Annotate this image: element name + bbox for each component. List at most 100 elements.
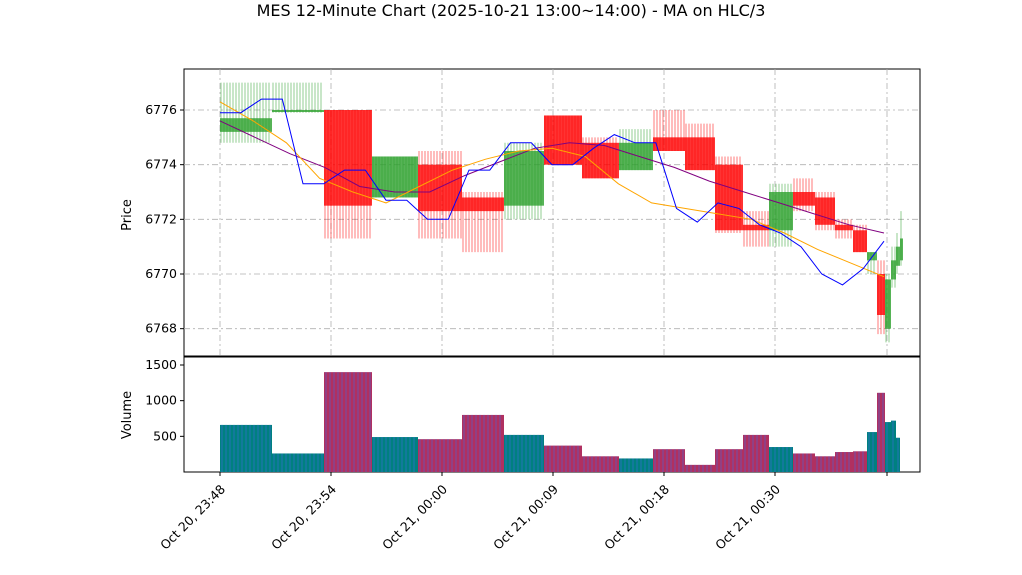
price-y-tick-label: 6772 [145, 211, 177, 226]
volume-bars [220, 372, 900, 472]
candle-body [582, 142, 619, 179]
candle [877, 260, 885, 335]
volume-bar [815, 456, 835, 472]
volume-bar-body [582, 456, 619, 472]
volume-bar [653, 449, 685, 472]
volume-bar [544, 445, 582, 472]
price-y-tick-label: 6774 [145, 157, 177, 172]
volume-bar [272, 453, 324, 472]
candle-body [619, 142, 653, 171]
volume-bar-body [462, 414, 504, 472]
volume-y-axis: 500 1000 1500 [145, 357, 184, 443]
candle [900, 211, 903, 266]
volume-y-tick-label: 1000 [145, 393, 177, 408]
candle-body [769, 192, 793, 231]
volume-bar [885, 422, 891, 472]
candle [504, 142, 544, 220]
volume-bar-body [685, 464, 715, 472]
price-y-tick-label: 6776 [145, 102, 177, 117]
candle-body [272, 110, 324, 112]
candle [462, 192, 504, 253]
price-y-tick-label: 6770 [145, 266, 177, 281]
volume-y-axis-label: Volume [120, 391, 135, 439]
volume-bar [324, 372, 372, 472]
x-tick-label: Oct 20, 23:48 [157, 481, 228, 552]
candle-body [891, 260, 896, 280]
candle-body [853, 230, 867, 253]
candle-body [372, 156, 418, 198]
candle [619, 129, 653, 171]
volume-bar [769, 447, 793, 472]
candle [891, 246, 896, 288]
volume-bar [582, 456, 619, 472]
candle-body [715, 164, 743, 231]
volume-bar [743, 434, 769, 472]
candle [715, 156, 743, 233]
volume-bar [619, 458, 653, 472]
volume-bar [504, 434, 544, 472]
x-tick-label: Oct 20, 23:54 [268, 481, 339, 552]
candle [815, 192, 835, 231]
candle-body [418, 164, 462, 212]
x-tick-label: Oct 21, 00:00 [379, 481, 450, 552]
volume-bar-body [853, 451, 867, 472]
candle [272, 82, 324, 113]
volume-bar [685, 464, 715, 472]
volume-bar [793, 453, 815, 472]
x-tick-label: Oct 21, 00:09 [490, 481, 561, 552]
candle-body [220, 118, 272, 132]
volume-bar [715, 449, 743, 472]
volume-bar [896, 437, 900, 472]
volume-bar [877, 392, 885, 472]
candle [220, 82, 272, 143]
volume-y-tick-label: 1500 [145, 357, 177, 372]
x-axis: Oct 20, 23:48 Oct 20, 23:54 Oct 21, 00:00 O… [157, 472, 888, 553]
volume-bar-body [885, 422, 891, 472]
candle-body [896, 246, 900, 266]
candle [896, 233, 900, 274]
volume-bar-body [793, 453, 815, 472]
candle-body [885, 279, 891, 329]
volume-bar-body [769, 447, 793, 472]
candle [418, 151, 462, 239]
ma-slow-line [219, 101, 885, 278]
volume-bar-body [619, 458, 653, 472]
ma-fast-line [220, 98, 885, 286]
price-candles [220, 82, 903, 343]
candle-body [544, 115, 582, 165]
candle-body [504, 151, 544, 206]
candle [853, 224, 867, 253]
candle-body [815, 197, 835, 225]
candle [743, 211, 769, 247]
volume-bar [835, 452, 853, 472]
candle-body [324, 110, 372, 206]
x-tick-label: Oct 21, 00:18 [601, 481, 672, 552]
candle-body [462, 197, 504, 212]
x-tick-label: Oct 21, 00:30 [712, 481, 783, 552]
candle [769, 183, 793, 247]
volume-bar [462, 414, 504, 472]
price-panel-frame [183, 68, 921, 357]
volume-bar-body [653, 449, 685, 472]
volume-bar-body [867, 432, 877, 472]
candle-body [877, 274, 885, 315]
chart-title: MES 12-Minute Chart (2025-10-21 13:00~14… [257, 1, 766, 20]
candle [685, 123, 715, 171]
price-y-tick-label: 6768 [145, 321, 177, 336]
volume-bar-body [877, 392, 885, 472]
volume-bar-body [372, 437, 418, 472]
candle-body [685, 137, 715, 171]
volume-grid [184, 365, 920, 436]
volume-bar [891, 420, 896, 472]
volume-bar-body [324, 372, 372, 472]
price-moving-averages [219, 98, 885, 286]
volume-bar [220, 424, 272, 472]
volume-y-tick-label: 500 [153, 428, 177, 443]
candle [372, 156, 418, 198]
volume-bar [853, 451, 867, 472]
candle [793, 178, 815, 212]
candle-body [793, 192, 815, 206]
candle [835, 219, 853, 239]
